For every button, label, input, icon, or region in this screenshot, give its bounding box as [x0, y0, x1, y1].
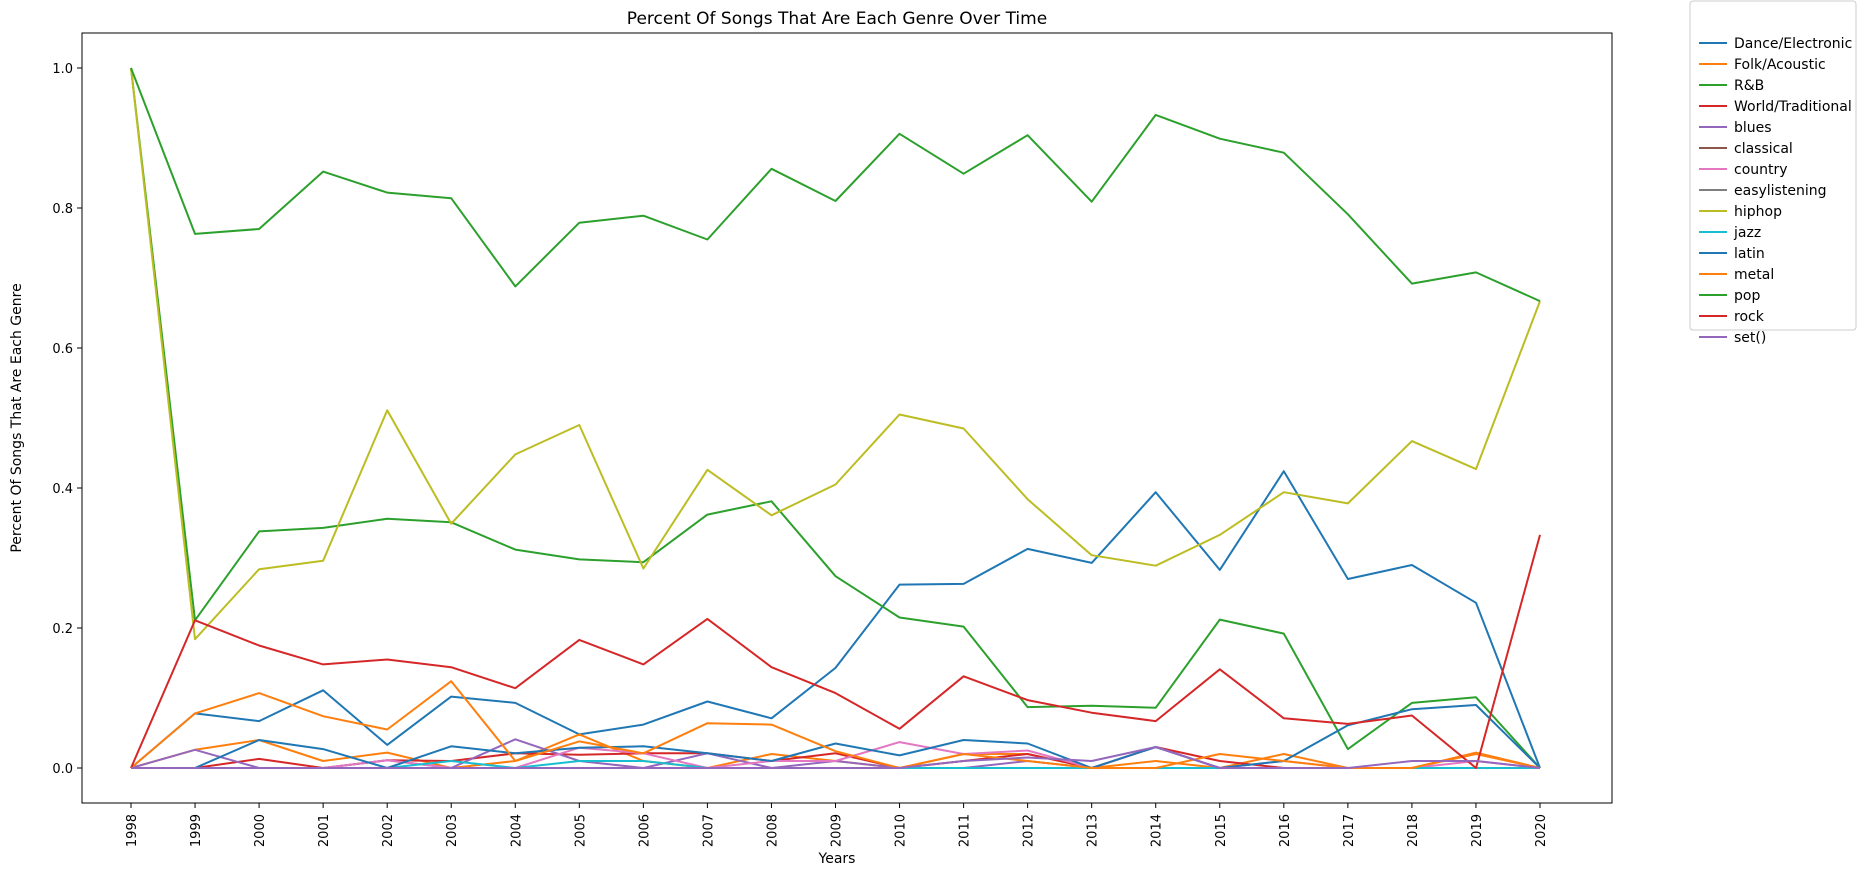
plot-area-frame — [81, 32, 1613, 804]
legend-entry: hiphop — [1734, 204, 1782, 220]
legend-entry: jazz — [1733, 225, 1761, 241]
x-tick-label: 2002 — [381, 814, 396, 847]
legend-entry: latin — [1734, 246, 1765, 262]
legend-entry: Dance/Electronic — [1734, 36, 1852, 52]
x-tick-label: 2011 — [958, 814, 973, 847]
x-tick-label: 1998 — [125, 814, 140, 847]
y-tick-label: 0.0 — [52, 762, 73, 777]
x-tick-label: 2020 — [1534, 814, 1549, 847]
x-tick-label: 2004 — [509, 814, 524, 847]
x-tick-label: 2017 — [1342, 814, 1357, 847]
x-tick-label: 2000 — [253, 814, 268, 847]
series-lines — [130, 67, 1541, 769]
x-tick-label: 2009 — [830, 814, 845, 847]
x-tick-label: 2015 — [1214, 814, 1229, 847]
legend-entry: rock — [1734, 309, 1765, 325]
x-tick-label: 2018 — [1406, 814, 1421, 847]
y-tick-label: 1.0 — [52, 62, 73, 77]
y-tick-label: 0.6 — [52, 342, 73, 357]
series-line-14 — [131, 746, 1541, 769]
chart-title: Percent Of Songs That Are Each Genre Ove… — [627, 9, 1047, 29]
x-tick-label: 2003 — [445, 814, 460, 847]
y-axis-label: Percent Of Songs That Are Each Genre — [9, 283, 25, 552]
x-tick-label: 2010 — [894, 814, 909, 847]
x-tick-label: 2013 — [1086, 814, 1101, 847]
series-line-0 — [130, 470, 1541, 769]
series-line-2 — [130, 67, 1541, 769]
x-tick-label: 2006 — [637, 814, 652, 847]
legend: Dance/Electronic Folk/Acoustic R&B World/Tr… — [1689, 0, 1857, 346]
x-tick-label: 2005 — [573, 814, 588, 847]
legend-entry: R&B — [1734, 78, 1764, 94]
x-tick-label: 2019 — [1470, 814, 1485, 847]
legend-entry: classical — [1734, 141, 1793, 157]
series-line-13 — [130, 534, 1541, 769]
y-tick-label: 0.2 — [52, 622, 73, 637]
series-line-12 — [130, 67, 1541, 303]
x-tick-label: 2014 — [1150, 814, 1165, 847]
y-tick-label: 0.4 — [52, 482, 73, 497]
series-line-11 — [130, 680, 1541, 769]
x-tick-label: 2016 — [1278, 814, 1293, 847]
legend-entry: Folk/Acoustic — [1734, 57, 1826, 73]
legend-entry: country — [1734, 162, 1788, 178]
x-tick-label: 2008 — [765, 814, 780, 847]
series-line-10 — [131, 704, 1541, 769]
x-tick-label: 1999 — [189, 814, 204, 847]
legend-entry: World/Traditional — [1734, 99, 1852, 115]
legend-entry: easylistening — [1734, 183, 1826, 199]
legend-entry: metal — [1734, 267, 1774, 283]
legend-entry: pop — [1734, 288, 1760, 304]
y-tick-label: 0.8 — [52, 202, 73, 217]
axis-ticks: 1998 1999 2000 2001 2002 2003 2004 2005 2006 2007… — [52, 62, 1549, 847]
legend-entry: set() — [1734, 330, 1766, 346]
series-line-8 — [130, 67, 1541, 641]
x-tick-label: 2001 — [317, 814, 332, 847]
legend-frame — [1689, 0, 1857, 331]
x-axis-label: Years — [818, 851, 856, 867]
x-tick-label: 2007 — [701, 814, 716, 847]
legend-entry: blues — [1734, 120, 1772, 136]
x-tick-label: 2012 — [1022, 814, 1037, 847]
